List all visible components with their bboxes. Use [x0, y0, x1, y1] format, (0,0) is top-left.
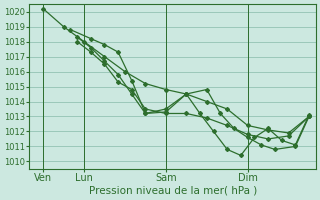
- X-axis label: Pression niveau de la mer( hPa ): Pression niveau de la mer( hPa ): [89, 186, 257, 196]
